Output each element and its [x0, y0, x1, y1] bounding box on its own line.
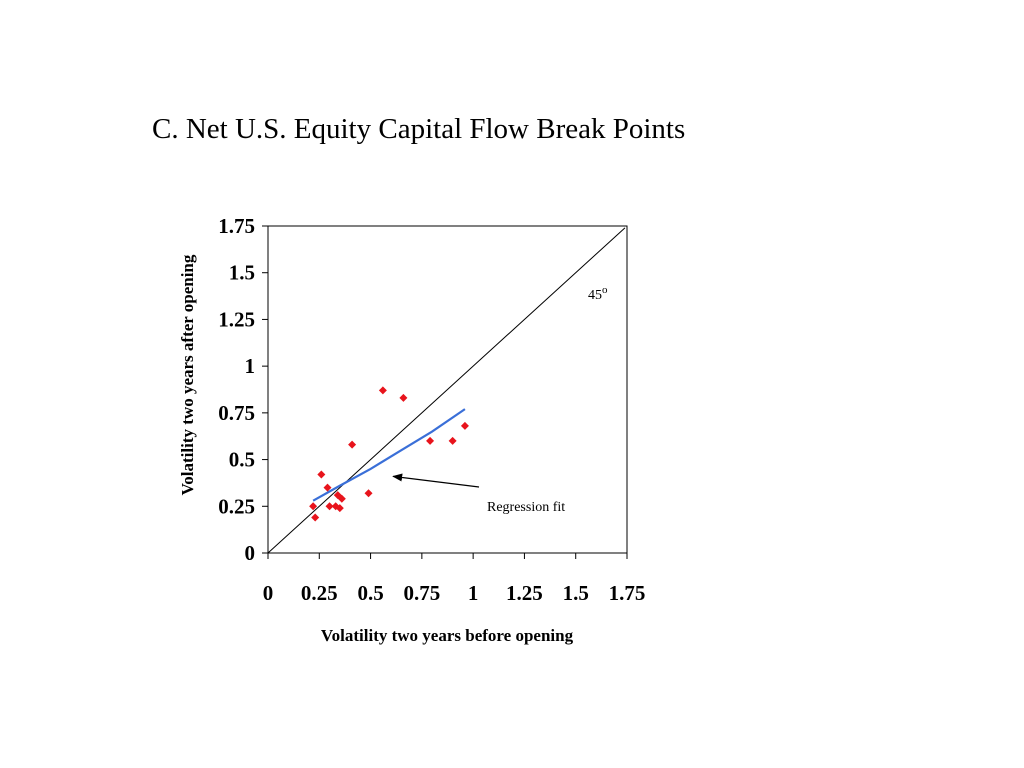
regression-annotation: Regression fit — [487, 500, 565, 515]
x-tick-label: 1.25 — [506, 581, 543, 605]
y-axis-title: Volatility two years after opening — [178, 254, 197, 495]
y-tick-label: 1.5 — [229, 261, 255, 285]
y-tick-label: 1.25 — [218, 307, 255, 331]
data-point — [460, 421, 469, 430]
data-point — [337, 494, 346, 503]
x-axis: 0 0.25 0.5 0.75 1 1.25 1.5 1.75 — [263, 553, 646, 605]
x-tick-label: 1 — [468, 581, 479, 605]
data-point — [335, 504, 344, 513]
data-point — [311, 513, 320, 522]
annotation-arrow — [392, 473, 480, 488]
data-point — [364, 489, 373, 498]
y-tick-label: 0 — [245, 541, 256, 565]
data-point — [378, 386, 387, 395]
data-point — [325, 502, 334, 511]
x-tick-label: 1.5 — [563, 581, 589, 605]
y-tick-label: 0.25 — [218, 494, 255, 518]
data-point — [348, 440, 357, 449]
data-point — [399, 393, 408, 402]
diagonal-45-line — [267, 227, 626, 554]
x-tick-label: 1.75 — [609, 581, 646, 605]
data-point — [309, 502, 318, 511]
regression-line — [312, 408, 466, 502]
x-axis-title: Volatility two years before opening — [321, 626, 574, 645]
x-tick-label: 0.75 — [403, 581, 440, 605]
diagonal-label: 45o — [588, 284, 608, 303]
y-axis: 0 0.25 0.5 0.75 1 1.25 1.5 1.75 — [218, 214, 268, 565]
x-tick-label: 0.5 — [357, 581, 383, 605]
chart-title: C. Net U.S. Equity Capital Flow Break Po… — [152, 113, 686, 145]
x-tick-label: 0.25 — [301, 581, 338, 605]
x-tick-label: 0 — [263, 581, 274, 605]
data-point — [317, 470, 326, 479]
y-tick-label: 1 — [245, 354, 256, 378]
data-points — [309, 386, 469, 522]
y-tick-label: 0.75 — [218, 401, 255, 425]
y-tick-label: 1.75 — [218, 214, 255, 238]
data-point — [426, 436, 435, 445]
data-point — [448, 436, 457, 445]
data-point — [323, 483, 332, 492]
y-tick-label: 0.5 — [229, 448, 255, 472]
